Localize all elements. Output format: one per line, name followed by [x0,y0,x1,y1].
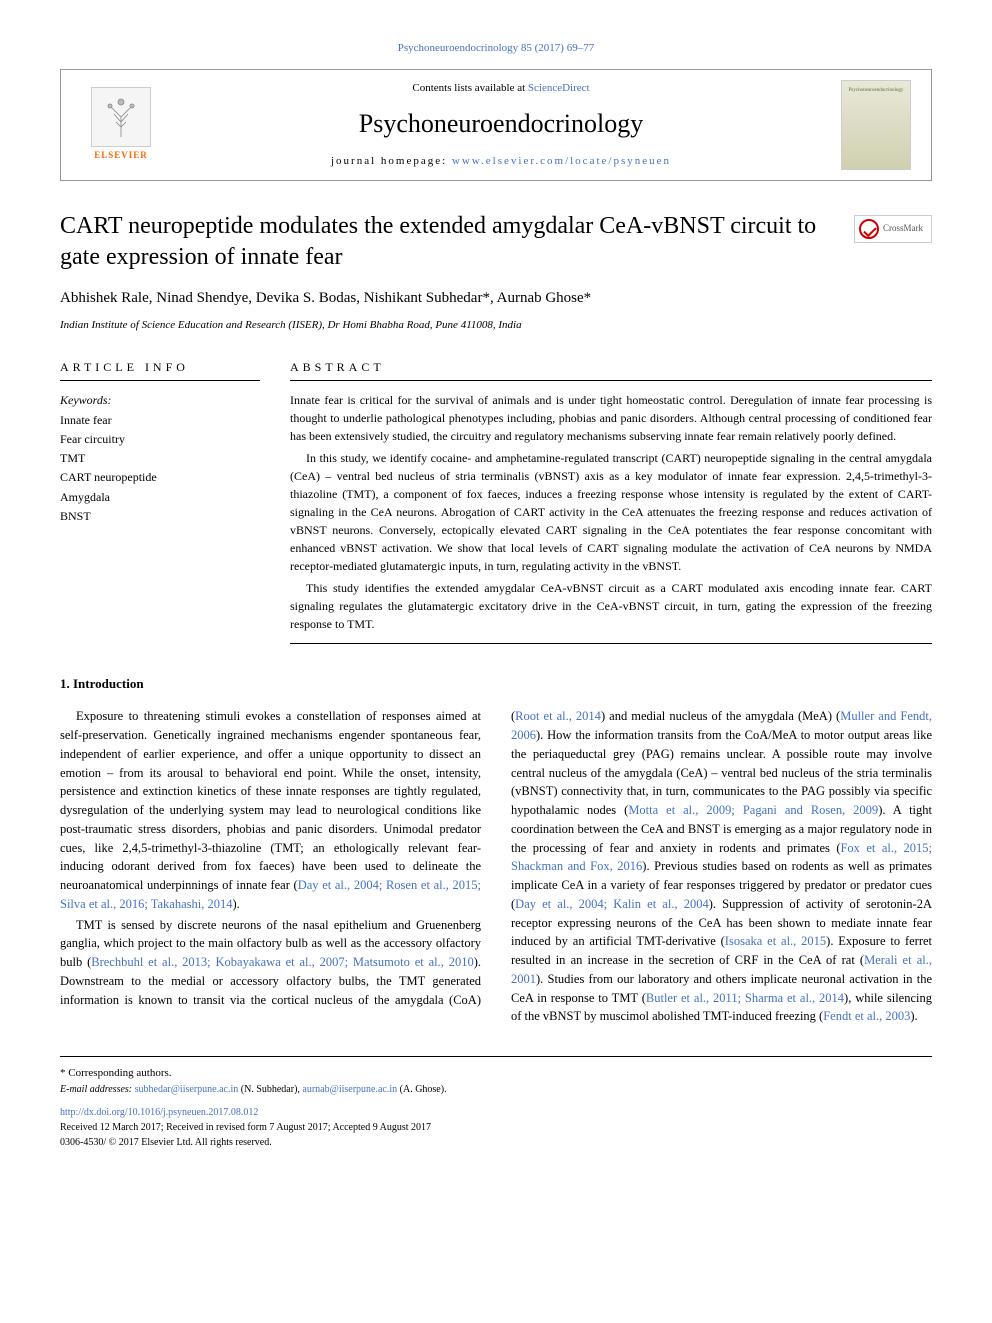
text-run: ) and medial nucleus of the amygdala (Me… [601,709,840,723]
abstract-paragraph: This study identifies the extended amygd… [290,579,932,633]
journal-cover-thumbnail: Psychoneuroendocrinology [841,80,911,170]
sciencedirect-link[interactable]: ScienceDirect [528,82,590,94]
contents-line: Contents lists available at ScienceDirec… [161,80,841,97]
citation-link[interactable]: Motta et al., 2009; Pagani and Rosen, 20… [628,803,878,817]
keywords-list: Innate fear Fear circuitry TMT CART neur… [60,411,260,526]
keyword: CART neuropeptide [60,468,260,487]
copyright-line: 0306-4530/ © 2017 Elsevier Ltd. All righ… [60,1135,932,1150]
citation-link[interactable]: Fendt et al., 2003 [823,1009,910,1023]
email-name: (N. Subhedar), [238,1084,302,1095]
homepage-prefix: journal homepage: [331,155,452,167]
abstract-text: Innate fear is critical for the survival… [290,391,932,633]
received-line: Received 12 March 2017; Received in revi… [60,1120,932,1135]
crossmark-badge[interactable]: CrossMark [854,215,932,243]
header-center: Contents lists available at ScienceDirec… [161,80,841,170]
abstract-paragraph: In this study, we identify cocaine- and … [290,449,932,575]
publisher-logo: ELSEVIER [81,80,161,170]
affiliation: Indian Institute of Science Education an… [60,317,932,334]
crossmark-label: CrossMark [883,223,923,235]
footer: * Corresponding authors. E-mail addresse… [60,1056,932,1150]
cover-label: Psychoneuroendocrinology [849,87,904,95]
email-link[interactable]: aurnab@iiserpune.ac.in [302,1084,397,1095]
citation-link[interactable]: Brechbuhl et al., 2013; Kobayakawa et al… [91,955,473,969]
article-info-heading: ARTICLE INFO [60,358,260,381]
body-paragraph: Exposure to threatening stimuli evokes a… [60,707,481,913]
article-info-column: ARTICLE INFO Keywords: Innate fear Fear … [60,358,260,644]
authors-line: Abhishek Rale, Ninad Shendye, Devika S. … [60,287,932,310]
keyword: TMT [60,449,260,468]
keyword: BNST [60,507,260,526]
corresponding-authors: * Corresponding authors. [60,1065,932,1082]
citation-link[interactable]: Butler et al., 2011; Sharma et al., 2014 [646,991,844,1005]
homepage-line: journal homepage: www.elsevier.com/locat… [161,153,841,170]
elsevier-tree-icon [91,87,151,147]
citation-link[interactable]: Day et al., 2004; Kalin et al., 2004 [515,897,709,911]
abstract-paragraph: Innate fear is critical for the survival… [290,391,932,445]
homepage-link[interactable]: www.elsevier.com/locate/psyneuen [452,155,671,167]
keyword: Amygdala [60,488,260,507]
doi-link[interactable]: http://dx.doi.org/10.1016/j.psyneuen.201… [60,1107,258,1118]
text-run: ). [232,897,239,911]
journal-ref-link[interactable]: Psychoneuroendocrinology 85 (2017) 69–77 [60,40,932,57]
email-name: (A. Ghose). [397,1084,446,1095]
journal-title: Psychoneuroendocrinology [161,104,841,143]
info-abstract-row: ARTICLE INFO Keywords: Innate fear Fear … [60,358,932,644]
email-line: E-mail addresses: subhedar@iiserpune.ac.… [60,1082,932,1097]
abstract-column: ABSTRACT Innate fear is critical for the… [290,358,932,644]
abstract-rule [290,643,932,644]
keyword: Fear circuitry [60,430,260,449]
email-link[interactable]: subhedar@iiserpune.ac.in [135,1084,239,1095]
citation-link[interactable]: Isosaka et al., 2015 [725,934,826,948]
section-heading-intro: 1. Introduction [60,674,932,694]
article-title-text: CART neuropeptide modulates the extended… [60,213,816,270]
contents-prefix: Contents lists available at [412,82,527,94]
article-title: CART neuropeptide modulates the extended… [60,211,932,273]
citation-link[interactable]: Root et al., 2014 [515,709,601,723]
keyword: Innate fear [60,411,260,430]
publisher-name: ELSEVIER [94,149,148,163]
text-run: Exposure to threatening stimuli evokes a… [60,709,481,892]
email-label: E-mail addresses: [60,1084,135,1095]
abstract-heading: ABSTRACT [290,358,932,381]
keywords-label: Keywords: [60,391,260,409]
body-text: Exposure to threatening stimuli evokes a… [60,707,932,1026]
journal-header: ELSEVIER Contents lists available at Sci… [60,69,932,181]
crossmark-icon [859,219,879,239]
text-run: ). [910,1009,917,1023]
